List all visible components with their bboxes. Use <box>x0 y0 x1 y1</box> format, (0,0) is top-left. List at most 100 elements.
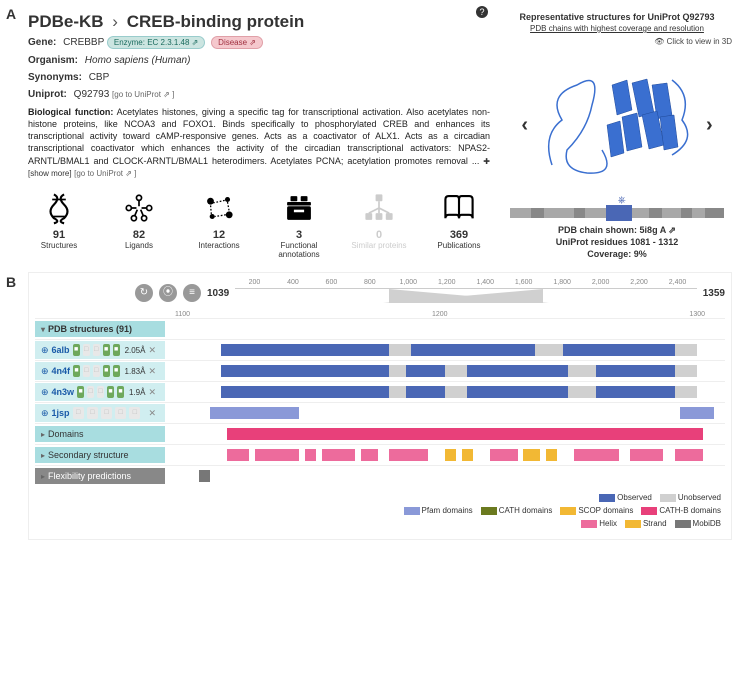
flexibility-header[interactable]: ▸Flexibility predictions <box>35 468 165 484</box>
track-segment[interactable] <box>630 449 664 461</box>
coverage-segment[interactable] <box>563 344 675 356</box>
close-icon[interactable]: ✕ <box>148 408 159 419</box>
uniprot-range: UniProt residues 1081 - 1312 <box>556 237 679 247</box>
track-segment[interactable] <box>227 449 249 461</box>
secondary-structure-header[interactable]: ▸Secondary structure <box>35 447 165 463</box>
structure-row: ⊕ 1jsp □□□□□✕ <box>35 402 725 423</box>
coverage-pct: Coverage: 9% <box>587 249 647 259</box>
full-ruler[interactable]: 2004006008001,0001,2001,4001,6001,8002,0… <box>235 279 697 289</box>
stat-similar-proteins[interactable]: 0Similar proteins <box>348 190 410 259</box>
coverage-segment[interactable] <box>467 365 568 377</box>
enzyme-chip[interactable]: Enzyme: EC 2.3.1.48 ⇗ <box>107 36 206 49</box>
track-segment[interactable] <box>546 449 557 461</box>
uniprot-label: Uniprot: <box>28 89 67 100</box>
coverage-segment[interactable] <box>221 386 389 398</box>
gene-value: CREBBP <box>63 37 104 48</box>
coverage-segment[interactable] <box>568 386 596 398</box>
track-segment[interactable] <box>361 449 378 461</box>
stat-publications[interactable]: 369Publications <box>428 190 490 259</box>
biological-function: Biological function: Acetylates histones… <box>28 106 490 180</box>
breadcrumb-root[interactable]: PDBe-KB <box>28 12 104 31</box>
structure-column: Representative structures for UniProt Q9… <box>502 12 732 260</box>
view-3d-link[interactable]: 👁 Click to view in 3D <box>502 37 732 46</box>
close-icon[interactable]: ✕ <box>148 345 159 356</box>
prev-structure-button[interactable]: ‹ <box>517 114 532 137</box>
coverage-segment[interactable] <box>675 344 697 356</box>
coverage-segment[interactable] <box>675 365 697 377</box>
coverage-segment[interactable] <box>467 386 568 398</box>
domains-header[interactable]: ▸Domains <box>35 426 165 442</box>
coverage-segment[interactable] <box>445 365 467 377</box>
coverage-bar[interactable]: ⎈ <box>510 204 724 222</box>
structure-label[interactable]: ⊕ 4n4f ■□□■■1.83Å✕ <box>35 362 165 380</box>
structure-label[interactable]: ⊕ 6alb ■□□■■2.05Å✕ <box>35 341 165 359</box>
structure-row: ⊕ 4n3w ■□□■■1.9Å✕ <box>35 381 725 402</box>
pdb-chain-shown[interactable]: PDB chain shown: 5i8g A ⇗ <box>558 225 676 235</box>
coverage-segment[interactable] <box>680 407 714 419</box>
range-end: 1359 <box>703 288 725 299</box>
protein-ribbon-icon[interactable] <box>532 55 702 195</box>
structure-label[interactable]: ⊕ 1jsp □□□□□✕ <box>35 404 165 422</box>
synonyms-value: CBP <box>89 72 110 83</box>
track-segment[interactable] <box>227 428 703 440</box>
legend: ObservedUnobservedPfam domainsCATH domai… <box>35 486 725 532</box>
panel-b: B ↻ ⦿ ≡ 1039 2004006008001,0001,2001,400… <box>0 268 748 547</box>
rep-subtitle: PDB chains with highest coverage and res… <box>502 24 732 33</box>
gene-label: Gene: <box>28 37 56 48</box>
coverage-segment[interactable] <box>221 344 389 356</box>
range-start: 1039 <box>207 288 229 299</box>
organism-value: Homo sapiens (Human) <box>85 55 191 66</box>
coverage-segment[interactable] <box>596 386 674 398</box>
track-segment[interactable] <box>199 470 210 482</box>
track-segment[interactable] <box>675 449 703 461</box>
zoom-ruler: 110012001300 <box>175 311 705 318</box>
track-segment[interactable] <box>523 449 540 461</box>
coverage-segment[interactable] <box>389 365 406 377</box>
organism-label: Organism: <box>28 55 78 66</box>
track-segment[interactable] <box>389 449 428 461</box>
synonyms-label: Synonyms: <box>28 72 82 83</box>
coverage-segment[interactable] <box>411 344 534 356</box>
close-icon[interactable]: ✕ <box>148 366 159 377</box>
help-icon[interactable]: ? <box>476 6 488 18</box>
track-segment[interactable] <box>574 449 619 461</box>
sequence-viewer: ↻ ⦿ ≡ 1039 2004006008001,0001,2001,4001,… <box>28 272 732 539</box>
next-structure-button[interactable]: › <box>702 114 717 137</box>
coverage-segment[interactable] <box>406 365 445 377</box>
track-segment[interactable] <box>305 449 316 461</box>
coverage-segment[interactable] <box>389 344 411 356</box>
close-icon[interactable]: ✕ <box>148 387 159 398</box>
coverage-segment[interactable] <box>568 365 596 377</box>
reset-button[interactable]: ↻ <box>135 284 153 302</box>
panel-a-label: A <box>6 6 16 22</box>
locate-button[interactable]: ⦿ <box>159 284 177 302</box>
track-segment[interactable] <box>445 449 456 461</box>
track-segment[interactable] <box>322 449 356 461</box>
stat-functional-annotations[interactable]: 3Functional annotations <box>268 190 330 259</box>
structure-label[interactable]: ⊕ 4n3w ■□□■■1.9Å✕ <box>35 383 165 401</box>
breadcrumb: PDBe-KB › CREB-binding protein <box>28 12 490 32</box>
uniprot-ext-link[interactable]: [go to UniProt ⇗ ] <box>112 90 174 99</box>
stat-interactions[interactable]: 12Interactions <box>188 190 250 259</box>
biofn-ext-link[interactable]: [go to UniProt ⇗ ] <box>74 169 136 178</box>
structure-row: ⊕ 6alb ■□□■■2.05Å✕ <box>35 339 725 360</box>
coverage-segment[interactable] <box>210 407 300 419</box>
track-segment[interactable] <box>255 449 300 461</box>
pdb-structures-header[interactable]: ▾PDB structures (91) <box>35 321 165 337</box>
panel-a: A ? PDBe-KB › CREB-binding protein Gene:… <box>0 0 748 268</box>
track-segment[interactable] <box>490 449 518 461</box>
coverage-segment[interactable] <box>596 365 674 377</box>
disease-chip[interactable]: Disease ⇗ <box>211 36 263 49</box>
track-segment[interactable] <box>462 449 473 461</box>
stat-structures[interactable]: 91Structures <box>28 190 90 259</box>
coverage-segment[interactable] <box>675 386 697 398</box>
coverage-segment[interactable] <box>535 344 563 356</box>
coverage-segment[interactable] <box>389 386 406 398</box>
stat-ligands[interactable]: 82Ligands <box>108 190 170 259</box>
coverage-segment[interactable] <box>406 386 445 398</box>
uniprot-value[interactable]: Q92793 <box>74 89 110 100</box>
menu-button[interactable]: ≡ <box>183 284 201 302</box>
stats-row: 91Structures 82Ligands 12Interactions 3Func… <box>28 190 490 259</box>
coverage-segment[interactable] <box>221 365 389 377</box>
coverage-segment[interactable] <box>445 386 467 398</box>
